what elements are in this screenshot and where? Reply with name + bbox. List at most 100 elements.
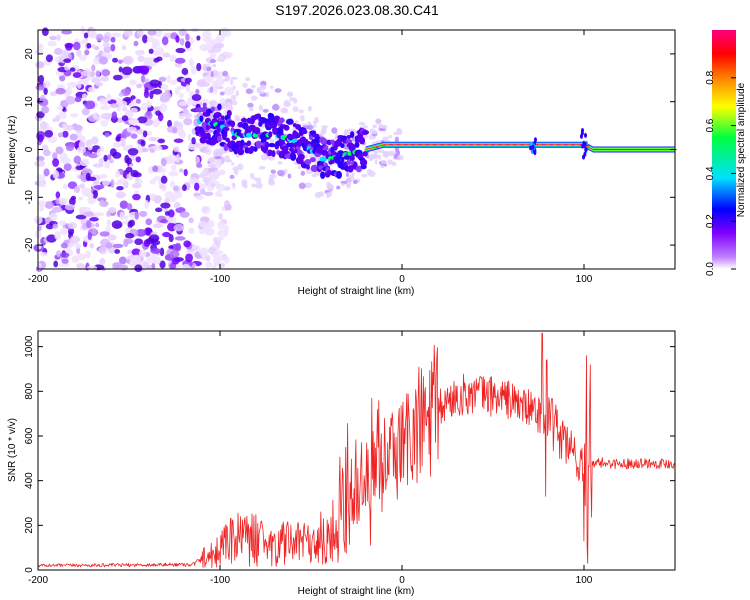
noise-blob <box>198 173 207 178</box>
noise-blob <box>84 211 94 217</box>
noise-blob <box>287 173 292 179</box>
ridge-blob <box>346 134 352 140</box>
ridge-blob <box>268 143 276 148</box>
noise-blob <box>108 158 114 164</box>
noise-blob <box>202 30 212 38</box>
noise-blob <box>229 105 234 112</box>
noise-blob <box>144 87 149 94</box>
noise-blob <box>369 128 376 135</box>
noise-blob <box>92 163 104 168</box>
ridge-blob <box>220 115 225 120</box>
noise-blob <box>211 265 217 270</box>
noise-blob <box>69 67 76 72</box>
noise-blob <box>146 36 155 42</box>
noise-blob <box>35 61 45 69</box>
noise-blob <box>93 180 100 185</box>
noise-blob <box>129 79 138 86</box>
noise-blob <box>144 199 149 209</box>
noise-blob <box>173 202 181 209</box>
noise-blob <box>137 28 144 38</box>
x-tick-label: -200 <box>28 274 48 285</box>
noise-blob <box>115 191 126 199</box>
noise-blob <box>119 200 129 209</box>
noise-blob <box>61 49 69 56</box>
noise-blob <box>258 104 263 112</box>
ridge-blob <box>320 171 326 179</box>
noise-blob <box>262 108 269 113</box>
noise-blob <box>43 149 51 157</box>
noise-blob <box>394 136 399 144</box>
noise-blob <box>379 124 388 129</box>
noise-blob <box>160 158 167 167</box>
noise-blob <box>147 29 157 36</box>
noise-blob <box>208 157 216 163</box>
x-tick-label: 100 <box>576 274 593 285</box>
noise-blob <box>49 35 58 41</box>
noise-blob <box>59 74 66 82</box>
noise-blob <box>209 51 217 59</box>
noise-blob <box>97 197 107 202</box>
noise-blob <box>254 182 263 189</box>
noise-blob <box>248 107 254 112</box>
ridge-blob <box>217 135 222 143</box>
noise-blob <box>194 182 200 191</box>
noise-blob <box>92 189 98 199</box>
noise-blob <box>82 151 91 157</box>
noise-blob <box>44 130 54 138</box>
noise-blob <box>205 254 211 262</box>
noise-blob <box>197 144 203 149</box>
noise-blob <box>52 169 60 179</box>
noise-blob <box>388 134 393 139</box>
noise-blob <box>229 174 235 180</box>
noise-blob <box>253 177 258 181</box>
noise-blob <box>130 169 139 178</box>
noise-blob <box>118 256 127 265</box>
noise-blob <box>139 65 150 74</box>
noise-blob <box>167 154 178 164</box>
noise-blob <box>191 94 202 102</box>
noise-blob <box>124 154 130 164</box>
noise-blob <box>258 165 266 170</box>
noise-blob <box>306 124 314 131</box>
noise-blob <box>178 92 184 99</box>
noise-blob <box>74 96 82 103</box>
noise-blob <box>395 154 404 161</box>
noise-blob <box>64 203 75 211</box>
noise-blob <box>214 170 221 175</box>
ridge-spike-blob <box>531 144 535 150</box>
noise-blob <box>112 261 123 269</box>
ridge-blob <box>326 169 332 176</box>
noise-blob <box>200 249 208 258</box>
noise-blob <box>112 74 123 81</box>
noise-blob <box>79 40 87 45</box>
noise-blob <box>112 152 122 159</box>
ridge-blob <box>281 145 289 153</box>
noise-blob <box>129 258 138 267</box>
ridge-blob <box>295 133 301 139</box>
noise-blob <box>169 250 180 258</box>
noise-blob <box>84 100 96 110</box>
noise-blob <box>80 206 92 213</box>
noise-blob <box>149 252 158 258</box>
noise-blob <box>170 79 178 85</box>
noise-blob <box>55 87 66 95</box>
noise-blob <box>260 153 268 161</box>
noise-blob <box>185 84 191 93</box>
noise-blob <box>188 58 194 67</box>
noise-blob <box>137 55 145 63</box>
noise-blob <box>286 91 294 97</box>
y-tick-label: -10 <box>24 190 35 205</box>
y-tick-label: 20 <box>24 48 35 60</box>
noise-blob <box>47 136 58 144</box>
noise-blob <box>345 181 351 189</box>
spectrogram-x-ticks: -200 -100 0 100 <box>28 30 593 285</box>
noise-blob <box>150 247 161 254</box>
noise-blob <box>140 139 146 147</box>
noise-blob <box>176 128 185 135</box>
ridge-blob <box>350 131 355 139</box>
noise-blob <box>223 87 235 96</box>
noise-blob <box>311 173 318 178</box>
noise-blob <box>95 70 101 78</box>
noise-blob <box>314 191 322 199</box>
noise-blob <box>245 88 253 95</box>
